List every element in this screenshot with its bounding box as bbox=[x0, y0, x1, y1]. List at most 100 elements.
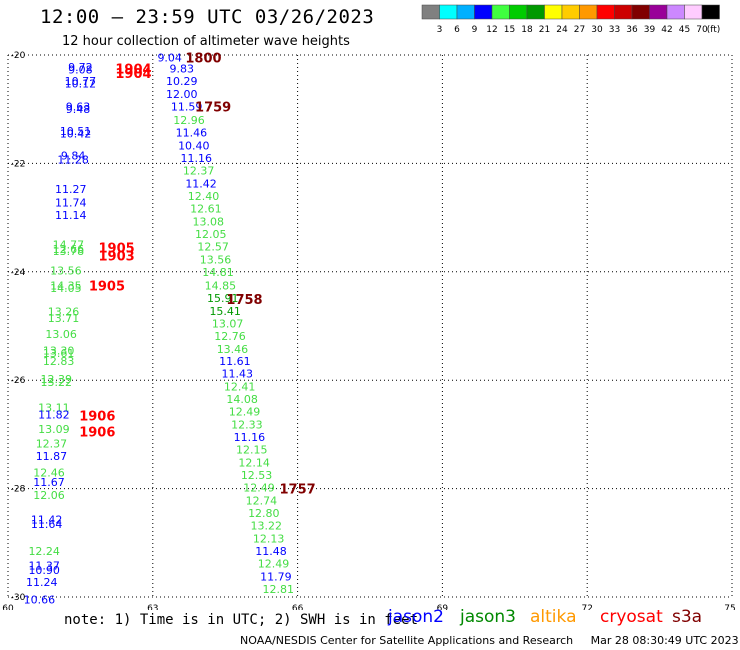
scale-label: 30 bbox=[591, 25, 603, 35]
data-point-label: 10.51 bbox=[60, 125, 92, 138]
legend-jason3: jason3 bbox=[460, 607, 516, 627]
data-point-label: 11.79 bbox=[260, 570, 292, 583]
scale-label: 70 bbox=[696, 25, 708, 35]
time-label: 1904 bbox=[115, 67, 151, 82]
data-point-label: 11.37 bbox=[28, 560, 60, 573]
data-point-label: 13.06 bbox=[45, 328, 77, 341]
data-point-label: 11.82 bbox=[38, 408, 70, 421]
data-point-label: 11.42 bbox=[31, 513, 63, 526]
data-point-label: 15.41 bbox=[209, 305, 241, 318]
data-point-label: 12.49 bbox=[258, 557, 290, 570]
data-point-label: 11.61 bbox=[219, 355, 251, 368]
scale-unit: (ft) bbox=[707, 25, 721, 35]
legend-cryosat: cryosat bbox=[600, 607, 663, 627]
data-point-label: 14.81 bbox=[202, 266, 234, 279]
data-point-label: 12.66 bbox=[53, 243, 85, 256]
data-point-label: 9.83 bbox=[170, 63, 195, 76]
data-point-label: 13.22 bbox=[250, 519, 282, 532]
data-point-label: 12.81 bbox=[263, 583, 295, 596]
x-tick-label: 75 bbox=[724, 604, 735, 610]
data-point-label: 12.05 bbox=[195, 228, 227, 241]
legend-jason2: jason2 bbox=[388, 607, 444, 627]
data-point-label: 11.27 bbox=[55, 183, 87, 196]
scale-label: 12 bbox=[486, 25, 497, 35]
scale-label: 6 bbox=[454, 25, 460, 35]
data-point-label: 13.07 bbox=[212, 317, 244, 330]
data-point-label: 9.72 bbox=[68, 61, 93, 74]
y-tick-label: -22 bbox=[11, 159, 26, 169]
data-point-label: 10.40 bbox=[178, 140, 210, 153]
page-title: 12:00 — 23:59 UTC 03/26/2023 bbox=[40, 6, 375, 28]
time-label: 1905 bbox=[99, 241, 135, 256]
x-tick-label: 63 bbox=[147, 604, 158, 610]
scale-label: 27 bbox=[574, 25, 585, 35]
data-point-label: 12.83 bbox=[43, 355, 75, 368]
data-point-label: 9.84 bbox=[61, 149, 86, 162]
legend-altika: altika bbox=[530, 607, 577, 627]
data-point-label: 13.22 bbox=[41, 376, 73, 389]
data-point-label: 13.09 bbox=[38, 423, 70, 436]
page-subtitle: 12 hour collection of altimeter wave hei… bbox=[62, 34, 350, 49]
x-tick-label: 66 bbox=[292, 604, 304, 610]
data-point-label: 12.24 bbox=[28, 545, 60, 558]
data-point-label: 12.37 bbox=[36, 438, 68, 451]
note-text: note: 1) Time is in UTC; 2) SWH is in fe… bbox=[64, 612, 419, 628]
data-point-label: 13.30 bbox=[43, 344, 75, 357]
scale-label: 21 bbox=[539, 25, 550, 35]
data-point-label: 11.14 bbox=[55, 209, 87, 222]
data-point-label: 11.74 bbox=[55, 196, 87, 209]
footer-timestamp: Mar 28 08:30:49 UTC 2023 bbox=[590, 634, 739, 647]
scale-label: 45 bbox=[679, 25, 690, 35]
data-point-label: 11.48 bbox=[255, 545, 287, 558]
wave-height-chart: 60 63 66 69 72 75-20-22-24-26-28-309.049.8310… bbox=[2, 51, 735, 610]
data-point-label: 11.46 bbox=[176, 127, 208, 140]
data-point-label: 13.56 bbox=[200, 253, 232, 266]
data-point-label: 13.56 bbox=[50, 265, 82, 278]
data-point-label: 10.77 bbox=[65, 75, 97, 88]
data-point-label: 13.61 bbox=[43, 347, 75, 360]
data-point-label: 14.85 bbox=[205, 279, 237, 292]
data-point-label: 11.24 bbox=[26, 576, 58, 589]
scale-label: 36 bbox=[626, 25, 638, 35]
data-point-label: 13.26 bbox=[48, 305, 80, 318]
data-point-label: 11.59 bbox=[171, 100, 203, 113]
y-tick-label: -30 bbox=[11, 593, 26, 603]
data-point-label: 12.41 bbox=[224, 381, 256, 394]
data-point-label: 12.00 bbox=[166, 88, 198, 101]
data-point-label: 12.06 bbox=[33, 489, 65, 502]
data-point-label: 12.13 bbox=[253, 532, 285, 545]
data-point-label: 12.74 bbox=[246, 495, 278, 508]
data-point-label: 14.05 bbox=[50, 282, 82, 295]
data-point-label: 12.53 bbox=[241, 469, 273, 482]
data-point-label: 12.33 bbox=[231, 419, 263, 432]
legend-s3a: s3a bbox=[672, 607, 703, 627]
x-tick-label: 69 bbox=[437, 604, 449, 610]
data-point-label: 13.46 bbox=[217, 343, 249, 356]
data-point-label: 11.67 bbox=[33, 476, 65, 489]
data-point-label: 9.48 bbox=[66, 103, 91, 116]
data-point-label: 11.42 bbox=[185, 177, 217, 190]
scale-label: 42 bbox=[661, 25, 672, 35]
footer-credit: NOAA/NESDIS Center for Satellite Applica… bbox=[240, 634, 574, 647]
scale-label: 3 bbox=[437, 25, 443, 35]
x-tick-label: 72 bbox=[581, 604, 592, 610]
data-point-label: 10.29 bbox=[166, 75, 198, 88]
time-label: 1904 bbox=[115, 63, 151, 78]
data-point-label: 13.71 bbox=[48, 312, 80, 325]
data-point-label: 12.14 bbox=[238, 457, 270, 470]
time-label: 1906 bbox=[79, 426, 115, 441]
scale-label: 24 bbox=[556, 25, 568, 35]
data-point-label: 13.78 bbox=[53, 245, 85, 258]
data-point-label: 10.90 bbox=[28, 564, 60, 577]
data-point-label: 12.15 bbox=[236, 444, 268, 457]
scale-label: 15 bbox=[504, 25, 515, 35]
data-point-label: 9.63 bbox=[66, 100, 91, 113]
scale-label: 33 bbox=[609, 25, 620, 35]
data-point-label: 11.16 bbox=[180, 152, 212, 165]
data-point-label: 10.12 bbox=[65, 78, 97, 91]
footer: NOAA/NESDIS Center for Satellite Applica… bbox=[240, 634, 739, 647]
y-tick-label: -26 bbox=[11, 376, 26, 386]
x-tick-label: 60 bbox=[2, 604, 14, 610]
data-point-label: 13.11 bbox=[38, 401, 70, 414]
scale-label: 9 bbox=[472, 25, 478, 35]
